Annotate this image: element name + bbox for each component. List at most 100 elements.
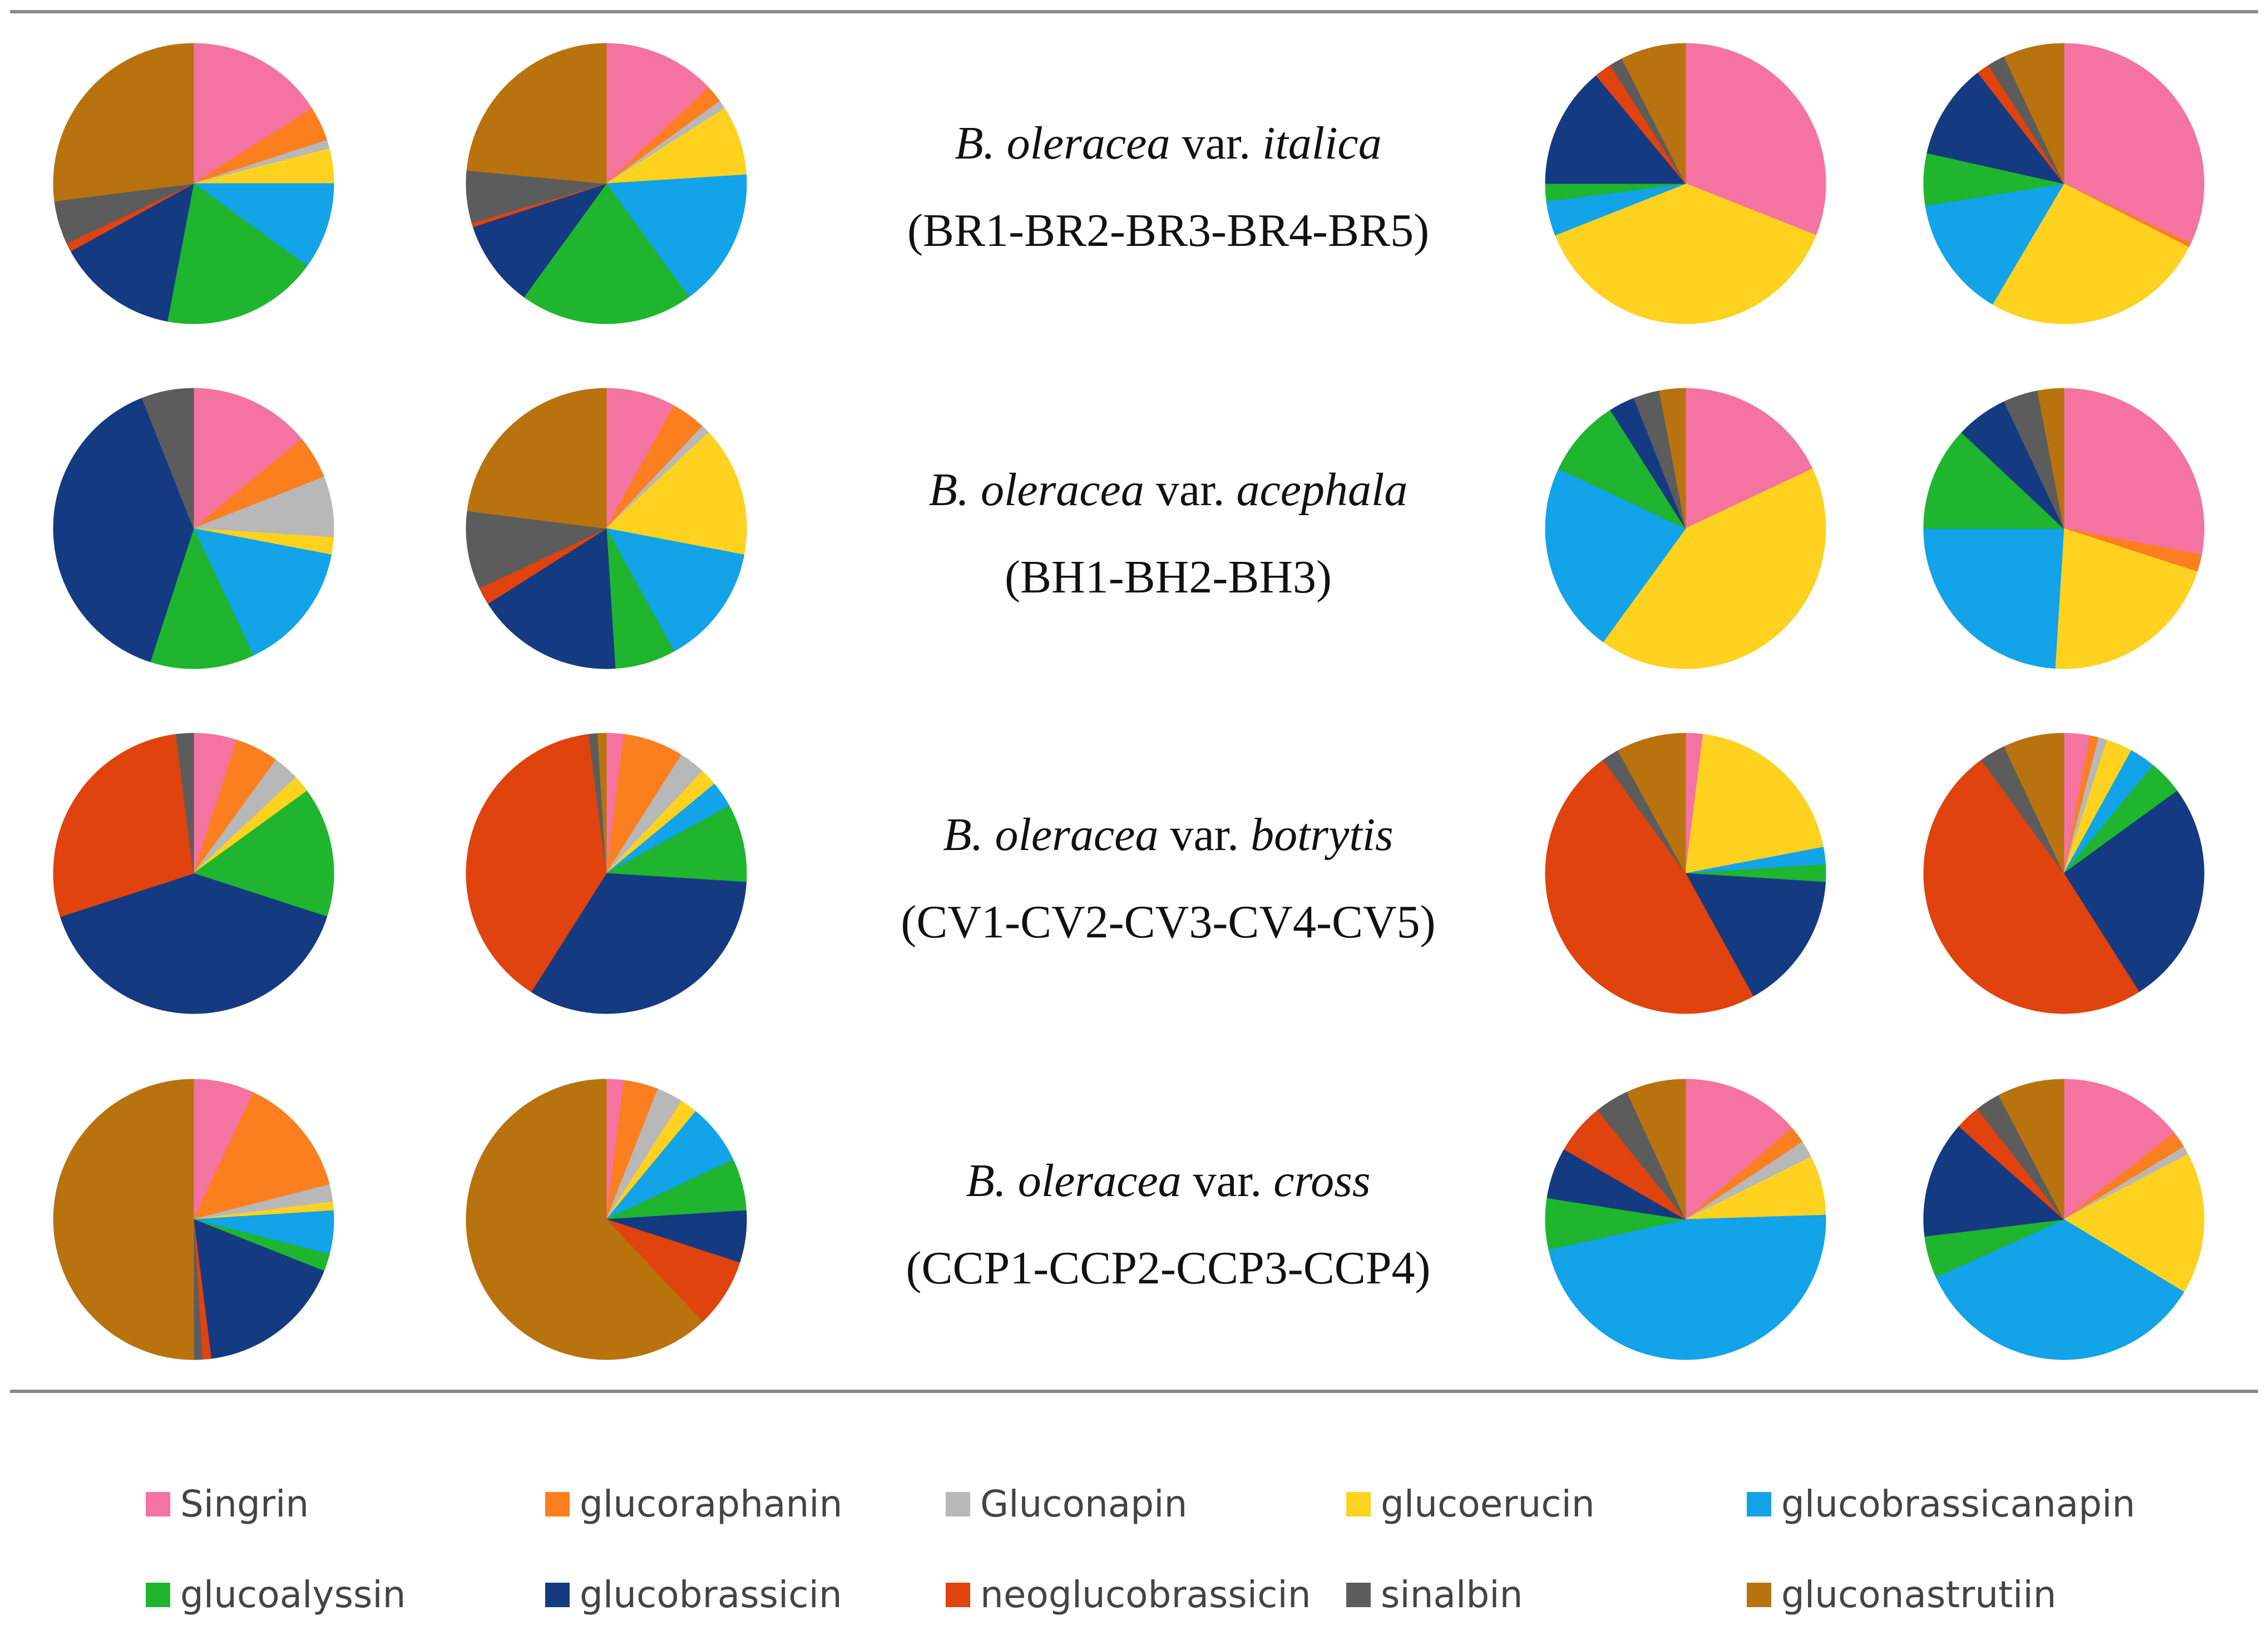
legend-swatch [146,1582,170,1607]
slice-glucobrassicanapin [192,183,334,266]
group-variety: acephala [1236,464,1408,516]
slice-singrin [193,43,313,184]
legend-item-glucoraphanin: glucoraphanin [545,1483,842,1525]
group-species: B. oleracea [943,809,1159,861]
legend-item-sinalbin: sinalbin [1346,1573,1523,1616]
slice-glucoerucin [1555,183,1816,324]
legend-label: neoglucobrassicin [980,1573,1311,1616]
pie-acephala-2 [466,388,747,669]
group-label-italica: B. oleracea var. italica (BR1-BR2-BR3-BR… [823,114,1513,260]
slice-glucobrassicanapin [606,174,747,298]
slice-singrin [193,1079,254,1220]
slice-singrin [2063,43,2205,244]
slice-glucobrassicanapin [1548,1214,1826,1360]
slice-neoglucobrassicin [53,734,194,917]
slice-sinalbin [141,388,194,529]
legend-item-glucobrassicin: glucobrassicin [545,1573,842,1616]
slice-glucoerucin [605,432,747,555]
slice-gluconastrutiin [1659,388,1686,529]
legend-label: Singrin [180,1483,309,1525]
slice-glucoalyssin [606,528,675,669]
slice-glucobrassicanapin [1925,183,2064,305]
group-species: B. oleracea [966,1155,1182,1207]
slice-gluconastrutiin [53,1079,194,1360]
pie-botrytis-2 [466,733,747,1014]
top-rule [10,10,2258,13]
legend-swatch [1346,1491,1371,1516]
slice-glucoerucin [1603,468,1826,669]
slice-glucobrassicanapin [1923,528,2064,669]
slice-singrin [606,43,709,185]
slice-glucobrassicin [487,528,616,669]
slice-glucobrassicin [472,183,607,298]
slice-glucoalyssin [167,183,308,324]
legend-label: glucobrassicin [580,1573,842,1616]
legend-swatch [1346,1582,1371,1607]
pie-acephala-4 [1923,388,2205,669]
pie-italica-3 [1545,43,1826,324]
pie-italica-1 [53,43,334,324]
slice-glucoerucin [1992,183,2190,324]
legend-swatch [946,1582,970,1607]
slice-singrin [2063,388,2205,555]
group-species: B. oleracea [955,117,1170,169]
slice-glucoalyssin [192,791,334,917]
legend-item-glucoerucin: glucoerucin [1346,1483,1595,1525]
legend-label: sinalbin [1381,1573,1523,1616]
slice-singrin [1685,43,1826,236]
slice-gluconastrutiin [2004,733,2064,874]
slice-singrin [193,388,302,530]
legend-item-gluconastrutiin: gluconastrutiin [1747,1573,2057,1616]
group-variety: italica [1262,117,1382,169]
slice-glucoerucin [606,108,747,184]
group-label-botrytis: B. oleracea var. botrytis (CV1-CV2-CV3-C… [823,806,1513,951]
legend-swatch [1747,1491,1771,1516]
slice-sinalbin [175,733,194,874]
pie-cross-4 [1923,1079,2205,1360]
pie-cross-3 [1545,1079,1826,1360]
slice-glucoerucin [2063,1154,2205,1293]
slice-glucoerucin [2054,528,2198,669]
slice-glucoalyssin [150,527,254,669]
pie-italica-4 [1923,43,2205,324]
pie-botrytis-3 [1545,733,1826,1014]
slice-gluconastrutiin [467,388,607,529]
legend-swatch [1747,1582,1771,1607]
slice-glucoraphanin [606,734,682,874]
slice-glucobrassicin [2063,791,2205,992]
pie-cross-1 [53,1079,334,1360]
slice-singrin [1685,1079,1793,1221]
slice-glucobrassicanapin [606,1111,734,1220]
slice-neoglucobrassicin [1545,759,1754,1014]
slice-glucoalyssin [1558,409,1687,530]
slice-glucobrassicanapin [1935,1219,2185,1360]
slice-glucobrassicin [531,873,747,1014]
slice-glucoalyssin [605,805,747,883]
slice-gluconastrutiin [2004,43,2064,184]
bottom-rule [10,1390,2258,1393]
slice-singrin [606,388,675,529]
slice-gluconastrutiin [597,733,607,874]
group-variety: cross [1273,1155,1371,1207]
pie-botrytis-4 [1923,733,2205,1014]
slice-neoglucobrassicin [466,734,607,992]
slice-glucobrassicin [60,873,328,1014]
legend-label: gluconastrutiin [1781,1573,2057,1616]
slice-gluconastrutiin [1617,733,1686,874]
slice-glucobrassicin [70,183,194,322]
legend-label: glucoalyssin [180,1573,406,1616]
legend-item-gluconapin: Gluconapin [946,1483,1187,1525]
group-label-cross: B. oleracea var. cross (CCP1-CCP2-CCP3-C… [823,1152,1513,1297]
slice-gluconapin [193,476,334,538]
group-species: B. oleracea [928,464,1144,516]
slice-glucobrassicin [1545,75,1687,184]
group-samples: (BH1-BH2-BH3) [1005,551,1332,603]
slice-glucobrassicin [193,1219,324,1359]
legend-swatch [545,1491,570,1516]
slice-glucoerucin [1685,1156,1826,1220]
group-label-acephala: B. oleracea var. acephala (BH1-BH2-BH3) [823,461,1513,606]
pie-grid [53,43,2205,1360]
slice-gluconastrutiin [53,43,194,202]
slice-glucobrassicanapin [606,528,745,652]
